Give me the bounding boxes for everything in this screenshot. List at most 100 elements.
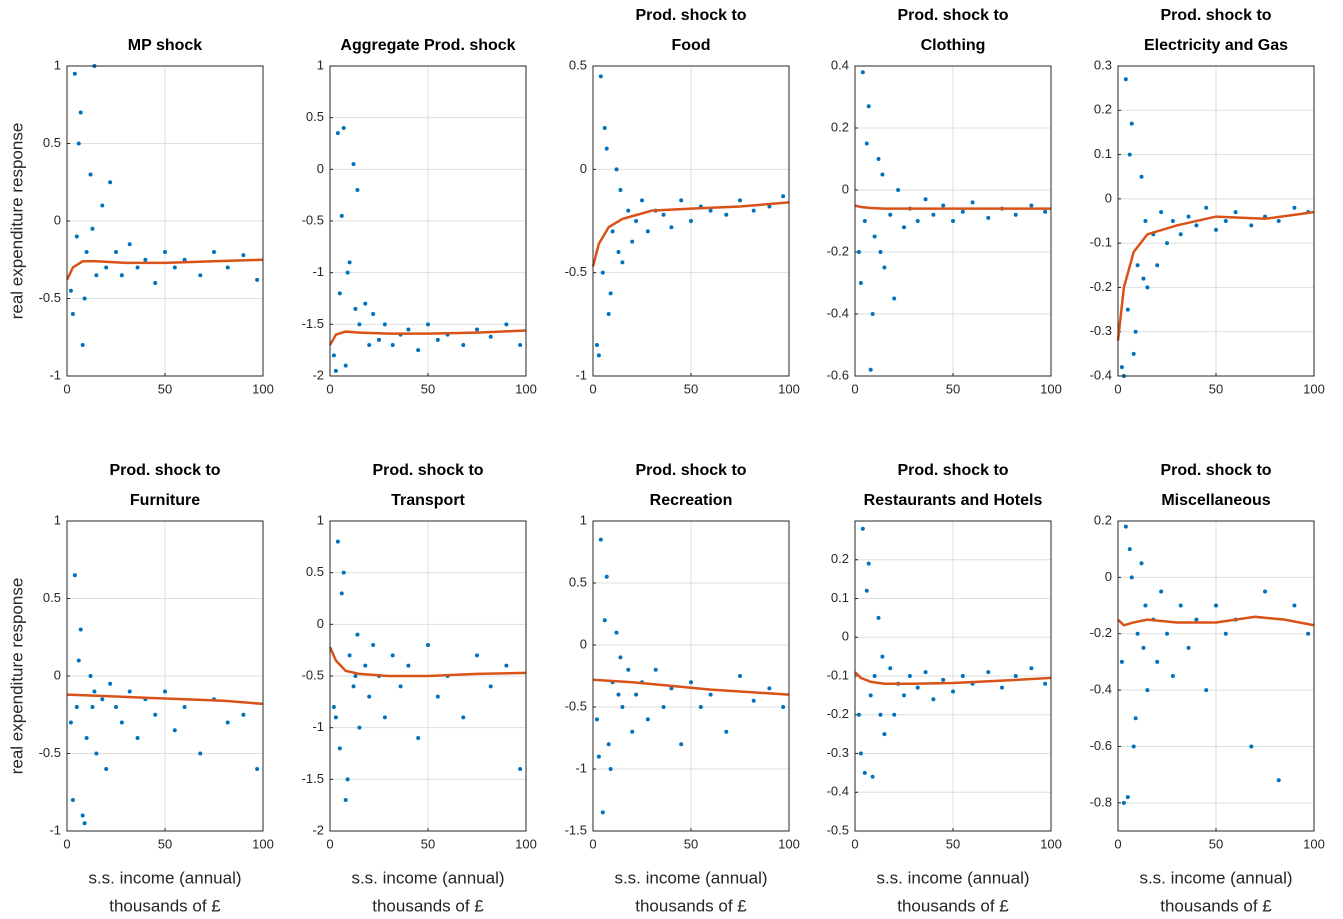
y-tick-label: 1 bbox=[580, 512, 587, 527]
scatter-point bbox=[880, 654, 885, 659]
scatter-point bbox=[1013, 212, 1018, 217]
x-tick-label: 0 bbox=[326, 836, 333, 851]
scatter-point bbox=[198, 751, 203, 756]
scatter-point bbox=[1306, 631, 1311, 636]
scatter-point bbox=[84, 250, 89, 254]
scatter-point bbox=[475, 327, 479, 332]
panel-title: Clothing bbox=[921, 37, 986, 54]
axes-frame bbox=[329, 65, 527, 377]
scatter-point bbox=[331, 353, 336, 358]
scatter-point bbox=[355, 188, 360, 192]
scatter-point bbox=[892, 712, 897, 717]
panel-title: Prod. shock to bbox=[1160, 462, 1271, 479]
scatter-point bbox=[1141, 645, 1146, 650]
scatter-point bbox=[398, 684, 403, 689]
y-tick-label: 0.1 bbox=[1094, 146, 1112, 161]
scatter-point bbox=[70, 312, 75, 316]
scatter-point bbox=[225, 720, 230, 725]
scatter-point bbox=[114, 705, 118, 709]
scatter-point bbox=[1263, 589, 1267, 594]
scatter-point bbox=[333, 368, 338, 373]
scatter-point bbox=[1029, 203, 1034, 208]
scatter-point bbox=[1127, 547, 1132, 552]
scatter-point bbox=[860, 70, 865, 75]
scatter-point bbox=[661, 705, 666, 709]
scatter-point bbox=[626, 208, 631, 213]
y-tick-label: 0 bbox=[54, 667, 61, 682]
scatter-point bbox=[594, 717, 599, 722]
scatter-point bbox=[1029, 666, 1034, 671]
axes-frame bbox=[592, 520, 790, 832]
y-tick-label: -0.5 bbox=[827, 822, 849, 837]
scatter-point bbox=[90, 705, 95, 709]
scatter-point bbox=[70, 798, 75, 802]
scatter-point bbox=[896, 188, 901, 192]
scatter-point bbox=[357, 322, 362, 327]
scatter-point bbox=[80, 343, 85, 347]
scatter-point bbox=[858, 281, 863, 285]
y-tick-label: 0.5 bbox=[306, 564, 324, 579]
scatter-point bbox=[104, 767, 109, 771]
scatter-point bbox=[1123, 524, 1128, 529]
y-tick-label: -0.6 bbox=[827, 367, 849, 382]
scatter-point bbox=[72, 573, 77, 578]
y-tick-label: -1.5 bbox=[565, 822, 587, 837]
scatter-point bbox=[72, 71, 77, 76]
panel-title: Restaurants and Hotels bbox=[864, 492, 1043, 509]
scatter-point bbox=[94, 273, 99, 278]
y-tick-label: 0 bbox=[1105, 569, 1112, 584]
axes-frame bbox=[1117, 520, 1315, 832]
panel-title: Miscellaneous bbox=[1161, 492, 1270, 509]
y-tick-label: 0.5 bbox=[569, 574, 587, 589]
x-axis-label: s.s. income (annual) bbox=[876, 868, 1029, 887]
scatter-point bbox=[1131, 351, 1136, 356]
y-tick-label: -1 bbox=[49, 822, 61, 837]
y-tick-label: -0.3 bbox=[827, 745, 849, 760]
scatter-point bbox=[416, 736, 421, 740]
scatter-point bbox=[645, 229, 650, 234]
y-tick-label: -2 bbox=[312, 367, 324, 382]
scatter-point bbox=[892, 296, 897, 301]
scatter-point bbox=[600, 270, 605, 275]
fit-line bbox=[65, 258, 264, 281]
scatter-point bbox=[172, 728, 177, 733]
y-tick-label: 0.5 bbox=[43, 590, 61, 605]
scatter-point bbox=[182, 705, 187, 709]
y-tick-label: -0.5 bbox=[565, 264, 587, 279]
panel-title: Food bbox=[671, 37, 710, 54]
scatter-point bbox=[100, 697, 105, 702]
x-axis-label: thousands of £ bbox=[1160, 896, 1272, 915]
scatter-point bbox=[604, 574, 609, 579]
scatter-point bbox=[907, 674, 912, 678]
y-tick-label: 0.2 bbox=[831, 551, 849, 566]
y-tick-label: 0.3 bbox=[1094, 57, 1112, 72]
scatter-point bbox=[90, 226, 95, 231]
scatter-point bbox=[1292, 603, 1297, 608]
scatter-point bbox=[1135, 631, 1140, 636]
scatter-point bbox=[1223, 631, 1228, 636]
x-axis-label: s.s. income (annual) bbox=[88, 868, 241, 887]
y-tick-label: 0 bbox=[580, 636, 587, 651]
scatter-point bbox=[598, 74, 603, 79]
scatter-point bbox=[82, 296, 87, 301]
scatter-point bbox=[357, 725, 362, 730]
y-tick-label: 1 bbox=[54, 512, 61, 527]
scatter-point bbox=[1178, 232, 1183, 237]
scatter-point bbox=[80, 813, 85, 818]
scatter-point bbox=[941, 677, 946, 682]
y-tick-label: -0.5 bbox=[302, 212, 324, 227]
y-tick-label: -1 bbox=[575, 367, 587, 382]
scatter-point bbox=[634, 219, 639, 223]
fit-line bbox=[591, 201, 790, 267]
x-tick-label: 100 bbox=[1303, 836, 1325, 851]
scatter-point bbox=[1043, 681, 1048, 686]
scatter-point bbox=[367, 694, 372, 699]
scatter-point bbox=[461, 343, 466, 347]
scatter-point bbox=[225, 265, 230, 270]
scatter-point bbox=[78, 627, 83, 632]
scatter-point bbox=[1186, 645, 1191, 650]
scatter-point bbox=[355, 632, 360, 637]
scatter-point bbox=[114, 250, 118, 254]
x-tick-label: 50 bbox=[421, 836, 435, 851]
fit-line bbox=[1116, 210, 1315, 341]
